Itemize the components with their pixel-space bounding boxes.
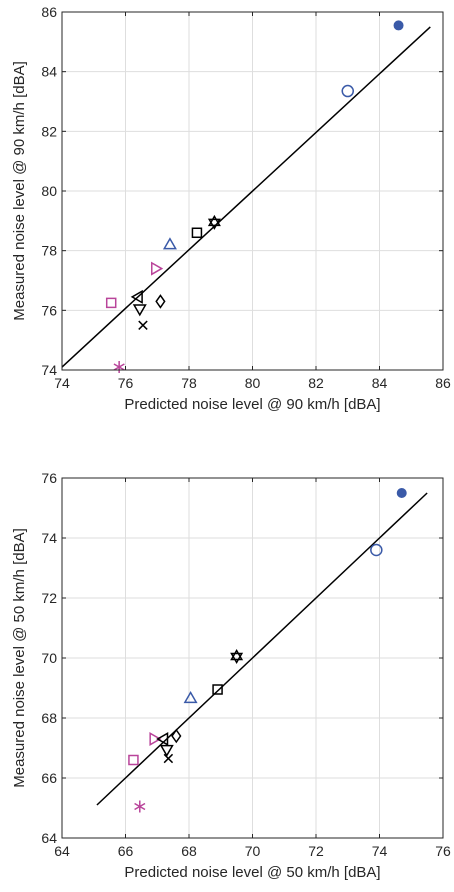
data-point-square <box>212 684 223 695</box>
fit-line <box>61 26 431 368</box>
data-point-hexagram <box>207 214 221 230</box>
x-tick-label: 66 <box>118 843 134 859</box>
y-axis-label: Measured noise level @ 50 km/h [dBA] <box>11 528 28 788</box>
x-tick-label: 72 <box>308 843 324 859</box>
x-tick-label: 86 <box>435 375 451 391</box>
y-tick-label: 74 <box>41 530 57 546</box>
x-tick-label: 74 <box>54 375 70 391</box>
y-tick-label: 76 <box>41 470 57 486</box>
y-tick-label: 80 <box>41 183 57 199</box>
chart-50kmh: 64 66 68 70 72 74 76 64 66 68 70 72 74 76 Predicted no… <box>11 470 451 881</box>
x-tick-label: 76 <box>118 375 134 391</box>
data-point-hexagram <box>230 648 244 665</box>
fit-line <box>96 492 428 806</box>
y-tick-label: 66 <box>41 770 57 786</box>
x-axis-label: Predicted noise level @ 90 km/h [dBA] <box>124 396 380 413</box>
data-point-asterisk <box>113 361 125 374</box>
y-tick-label: 64 <box>41 830 57 846</box>
data-point-square <box>128 754 139 766</box>
y-tick-label: 84 <box>41 64 57 80</box>
x-tick-label: 76 <box>435 843 451 859</box>
data-point-triangle-down <box>132 304 147 317</box>
data-point-triangle-left <box>156 732 169 746</box>
data-point-triangle-down <box>159 744 174 758</box>
data-point-triangle-right <box>149 732 162 746</box>
data-point-filled-circle <box>396 488 407 498</box>
y-tick-label: 76 <box>41 302 57 318</box>
data-point-triangle-up <box>162 237 177 250</box>
data-point-filled-circle <box>393 20 404 31</box>
x-axis-label: Predicted noise level @ 50 km/h [dBA] <box>124 864 380 881</box>
x-tick-label: 84 <box>372 375 388 391</box>
data-point-circle <box>341 84 354 98</box>
y-tick-label: 72 <box>41 590 57 606</box>
y-tick-label: 82 <box>41 123 57 139</box>
data-point-x <box>163 753 174 764</box>
data-point-square <box>191 227 203 239</box>
y-tick-label: 86 <box>41 4 57 20</box>
x-tick-label: 70 <box>245 843 261 859</box>
data-point-square <box>105 297 117 309</box>
data-point-diamond <box>155 294 166 309</box>
data-point-triangle-up <box>183 690 198 704</box>
chart-90kmh: 74 76 78 80 82 84 86 74 76 78 80 82 84 86 Predicted no… <box>11 4 451 413</box>
x-tick-label: 74 <box>372 843 388 859</box>
x-tick-label: 80 <box>245 375 261 391</box>
y-tick-label: 68 <box>41 710 57 726</box>
y-axis-label: Measured noise level @ 90 km/h [dBA] <box>11 61 28 321</box>
x-tick-label: 78 <box>181 375 197 391</box>
y-tick-label: 70 <box>41 650 57 666</box>
x-tick-label: 68 <box>181 843 197 859</box>
data-point-triangle-right <box>151 261 164 276</box>
x-tick-label: 82 <box>308 375 324 391</box>
data-point-diamond <box>171 728 182 744</box>
x-tick-label: 64 <box>54 843 70 859</box>
data-point-triangle-left <box>130 289 143 304</box>
data-point-x <box>138 320 148 330</box>
data-point-circle <box>370 543 383 557</box>
y-tick-label: 78 <box>41 243 57 259</box>
y-tick-label: 74 <box>41 362 57 378</box>
data-point-asterisk <box>134 800 146 813</box>
